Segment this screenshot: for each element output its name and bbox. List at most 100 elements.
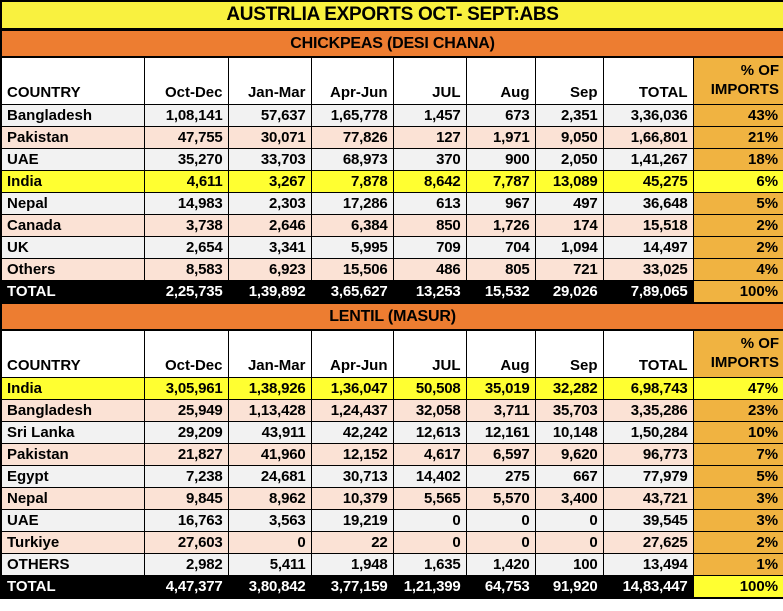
value-cell: 43,721 xyxy=(602,487,694,510)
page-title: AUSTRLIA EXPORTS OCT- SEPT:ABS xyxy=(0,0,783,31)
value-cell: 174 xyxy=(534,214,604,237)
data-row: Pakistan 47,755 30,071 77,826 127 1,971 9,050 1… xyxy=(0,126,783,149)
value-cell: 16,763 xyxy=(143,509,229,532)
value-cell: 30,071 xyxy=(227,126,312,149)
pct-imports-header-line: IMPORTS xyxy=(710,353,780,371)
data-row: Nepal 14,983 2,303 17,286 613 967 497 36,648 5% xyxy=(0,192,783,215)
value-cell: 14,83,447 xyxy=(602,575,694,599)
pct-cell: 7% xyxy=(692,443,783,466)
data-row: UAE 35,270 33,703 68,973 370 900 2,050 1,41,267… xyxy=(0,148,783,171)
value-cell: 32,058 xyxy=(392,399,467,422)
data-row: Pakistan 21,827 41,960 12,152 4,617 6,597 9,62… xyxy=(0,443,783,466)
value-cell: 27,603 xyxy=(143,531,229,554)
data-row: Turkiye 27,603 0 22 0 0 0 27,625 2% xyxy=(0,531,783,554)
value-cell: 4,611 xyxy=(143,170,229,193)
value-cell: 13,494 xyxy=(602,553,694,576)
value-cell: 8,642 xyxy=(392,170,467,193)
value-cell: 2,982 xyxy=(143,553,229,576)
value-cell: 5,565 xyxy=(392,487,467,510)
pct-cell: 5% xyxy=(692,465,783,488)
title-row: AUSTRLIA EXPORTS OCT- SEPT:ABS xyxy=(0,0,783,31)
value-cell: 1,38,926 xyxy=(227,377,312,400)
value-cell: 96,773 xyxy=(602,443,694,466)
column-header: COUNTRY xyxy=(0,56,145,105)
value-cell: 2,654 xyxy=(143,236,229,259)
value-cell: 0 xyxy=(465,509,536,532)
value-cell: 39,545 xyxy=(602,509,694,532)
column-header: JUL xyxy=(392,329,467,378)
value-cell: 6,384 xyxy=(310,214,394,237)
column-header: Sep xyxy=(534,329,604,378)
pct-cell: 43% xyxy=(692,104,783,127)
column-header-row: COUNTRY Oct-Dec Jan-Mar Apr-Jun JUL Aug Sep TOT… xyxy=(0,56,783,105)
pct-cell: 10% xyxy=(692,421,783,444)
data-row: India 3,05,961 1,38,926 1,36,047 50,508 35,01… xyxy=(0,377,783,400)
column-header-row: COUNTRY Oct-Dec Jan-Mar Apr-Jun JUL Aug Sep TOT… xyxy=(0,329,783,378)
column-header: Apr-Jun xyxy=(310,56,394,105)
value-cell: 5,411 xyxy=(227,553,312,576)
value-cell: 1,726 xyxy=(465,214,536,237)
value-cell: 14,402 xyxy=(392,465,467,488)
value-cell: 704 xyxy=(465,236,536,259)
value-cell: 27,625 xyxy=(602,531,694,554)
pct-cell: 2% xyxy=(692,531,783,554)
value-cell: 0 xyxy=(534,509,604,532)
value-cell: 5,570 xyxy=(465,487,536,510)
column-header: TOTAL xyxy=(602,56,694,105)
value-cell: 21,827 xyxy=(143,443,229,466)
country-cell: UK xyxy=(0,236,145,259)
value-cell: 9,620 xyxy=(534,443,604,466)
value-cell: 673 xyxy=(465,104,536,127)
value-cell: 1,41,267 xyxy=(602,148,694,171)
data-row: Bangladesh 1,08,141 57,637 1,65,778 1,457 673… xyxy=(0,104,783,127)
column-header: Sep xyxy=(534,56,604,105)
column-header: Oct-Dec xyxy=(143,56,229,105)
value-cell: 77,979 xyxy=(602,465,694,488)
value-cell: 42,242 xyxy=(310,421,394,444)
value-cell: 3,35,286 xyxy=(602,399,694,422)
value-cell: 3,77,159 xyxy=(310,575,394,599)
value-cell: 6,923 xyxy=(227,258,312,281)
value-cell: 15,506 xyxy=(310,258,394,281)
pct-cell: 2% xyxy=(692,236,783,259)
value-cell: 709 xyxy=(392,236,467,259)
pct-imports-header: % OF IMPORTS xyxy=(692,329,783,378)
value-cell: 50,508 xyxy=(392,377,467,400)
data-row: OTHERS 2,982 5,411 1,948 1,635 1,420 100 13,494… xyxy=(0,553,783,576)
value-cell: 3,267 xyxy=(227,170,312,193)
value-cell: 1,420 xyxy=(465,553,536,576)
value-cell: 2,25,735 xyxy=(143,280,229,304)
value-cell: 7,238 xyxy=(143,465,229,488)
value-cell: 1,24,437 xyxy=(310,399,394,422)
value-cell: 10,148 xyxy=(534,421,604,444)
column-header: Jan-Mar xyxy=(227,329,312,378)
value-cell: 1,39,892 xyxy=(227,280,312,304)
value-cell: 1,094 xyxy=(534,236,604,259)
column-header: Aug xyxy=(465,329,536,378)
value-cell: 35,270 xyxy=(143,148,229,171)
value-cell: 15,518 xyxy=(602,214,694,237)
value-cell: 1,635 xyxy=(392,553,467,576)
country-cell: Sri Lanka xyxy=(0,421,145,444)
column-header: JUL xyxy=(392,56,467,105)
pct-cell: 2% xyxy=(692,214,783,237)
value-cell: 47,755 xyxy=(143,126,229,149)
pct-imports-header: % OF IMPORTS xyxy=(692,56,783,105)
value-cell: 0 xyxy=(392,509,467,532)
value-cell: 721 xyxy=(534,258,604,281)
value-cell: 13,253 xyxy=(392,280,467,304)
value-cell: 3,341 xyxy=(227,236,312,259)
value-cell: 22 xyxy=(310,531,394,554)
country-cell: Egypt xyxy=(0,465,145,488)
value-cell: 77,826 xyxy=(310,126,394,149)
value-cell: 127 xyxy=(392,126,467,149)
value-cell: 6,98,743 xyxy=(602,377,694,400)
value-cell: 275 xyxy=(465,465,536,488)
country-cell: OTHERS xyxy=(0,553,145,576)
column-header: TOTAL xyxy=(602,329,694,378)
value-cell: 7,878 xyxy=(310,170,394,193)
value-cell: 7,89,065 xyxy=(602,280,694,304)
total-row: TOTAL 2,25,735 1,39,892 3,65,627 13,253 15,53… xyxy=(0,280,783,304)
value-cell: 13,089 xyxy=(534,170,604,193)
